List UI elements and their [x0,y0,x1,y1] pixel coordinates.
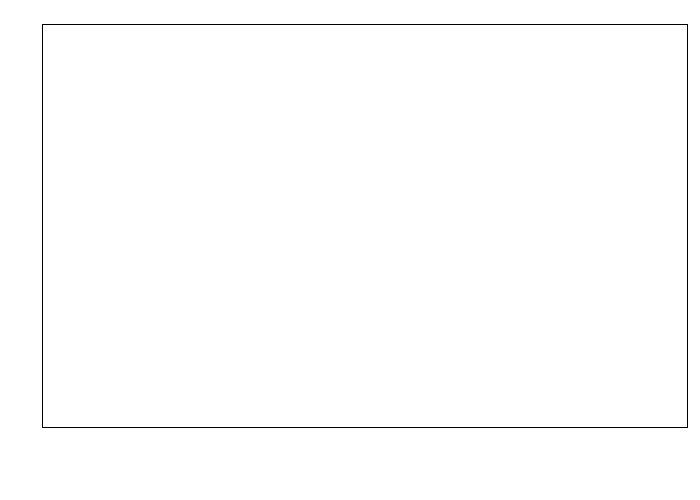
legend [0,491,700,494]
plot-area [42,24,688,428]
line-series [43,25,687,427]
legend-swatch [334,491,360,494]
